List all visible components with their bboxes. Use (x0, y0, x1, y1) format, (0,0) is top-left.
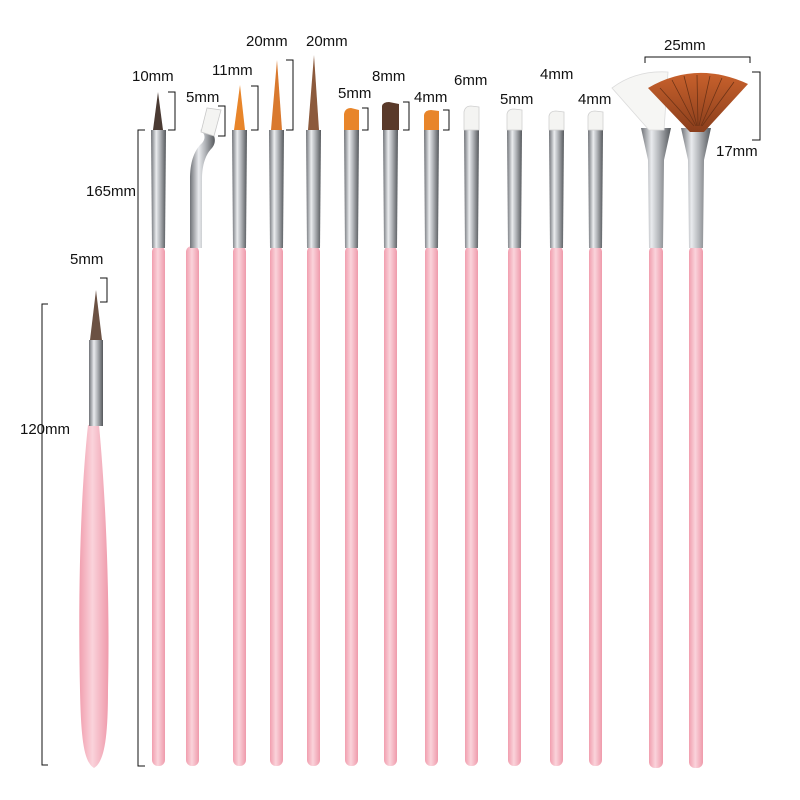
liner-10-dimension: 10mm (132, 68, 176, 131)
flat-white-6-label: 6mm (454, 72, 487, 89)
flat-orange-4-dimension: 4mm (414, 89, 450, 131)
fan-width-dimension: 25mm (644, 37, 751, 63)
angled-5-dimension: 5mm (186, 89, 226, 137)
striper-11-label: 11mm (212, 62, 253, 79)
short-brush-length-dimension: 120mm (20, 303, 70, 766)
short-brush-length-label: 120mm (20, 421, 70, 438)
flat-orange-5-dimension: 5mm (338, 85, 371, 131)
striper-11-dimension: 11mm (212, 62, 259, 131)
flat-brown-8-label: 8mm (372, 68, 405, 85)
flat-white-4a-label: 4mm (540, 66, 573, 83)
flat-orange-5-label: 5mm (338, 85, 371, 102)
striper-20b-label: 20mm (306, 33, 348, 50)
long-brush-ferrules (151, 128, 711, 248)
flat-brush-bristles (344, 102, 604, 131)
short-brush-tip-label: 5mm (70, 251, 103, 268)
fan-height-dimension: 17mm (716, 71, 761, 160)
fan-brush-bristles (611, 71, 748, 132)
long-brush-length-dimension: 165mm (86, 129, 145, 767)
striper-bristles (234, 55, 319, 130)
flat-white-5-label: 5mm (500, 91, 533, 108)
fan-height-label: 17mm (716, 143, 758, 160)
striper-20a-label: 20mm (246, 33, 288, 50)
short-detail-brush (79, 290, 109, 768)
angled-5-label: 5mm (186, 89, 219, 106)
flat-orange-4-label: 4mm (414, 89, 447, 106)
striper-20a-dimension: 20mm (246, 33, 294, 131)
long-brush-handles (152, 246, 703, 768)
liner-bristles (153, 92, 163, 130)
angled-brush-bristles (200, 107, 222, 137)
long-brush-length-label: 165mm (86, 183, 136, 200)
flat-white-4b-label: 4mm (578, 91, 611, 108)
flat-brown-8-dimension: 8mm (372, 68, 410, 131)
fan-width-label: 25mm (664, 37, 706, 54)
short-brush-tip-dimension: 5mm (70, 251, 108, 303)
liner-10-label: 10mm (132, 68, 174, 85)
